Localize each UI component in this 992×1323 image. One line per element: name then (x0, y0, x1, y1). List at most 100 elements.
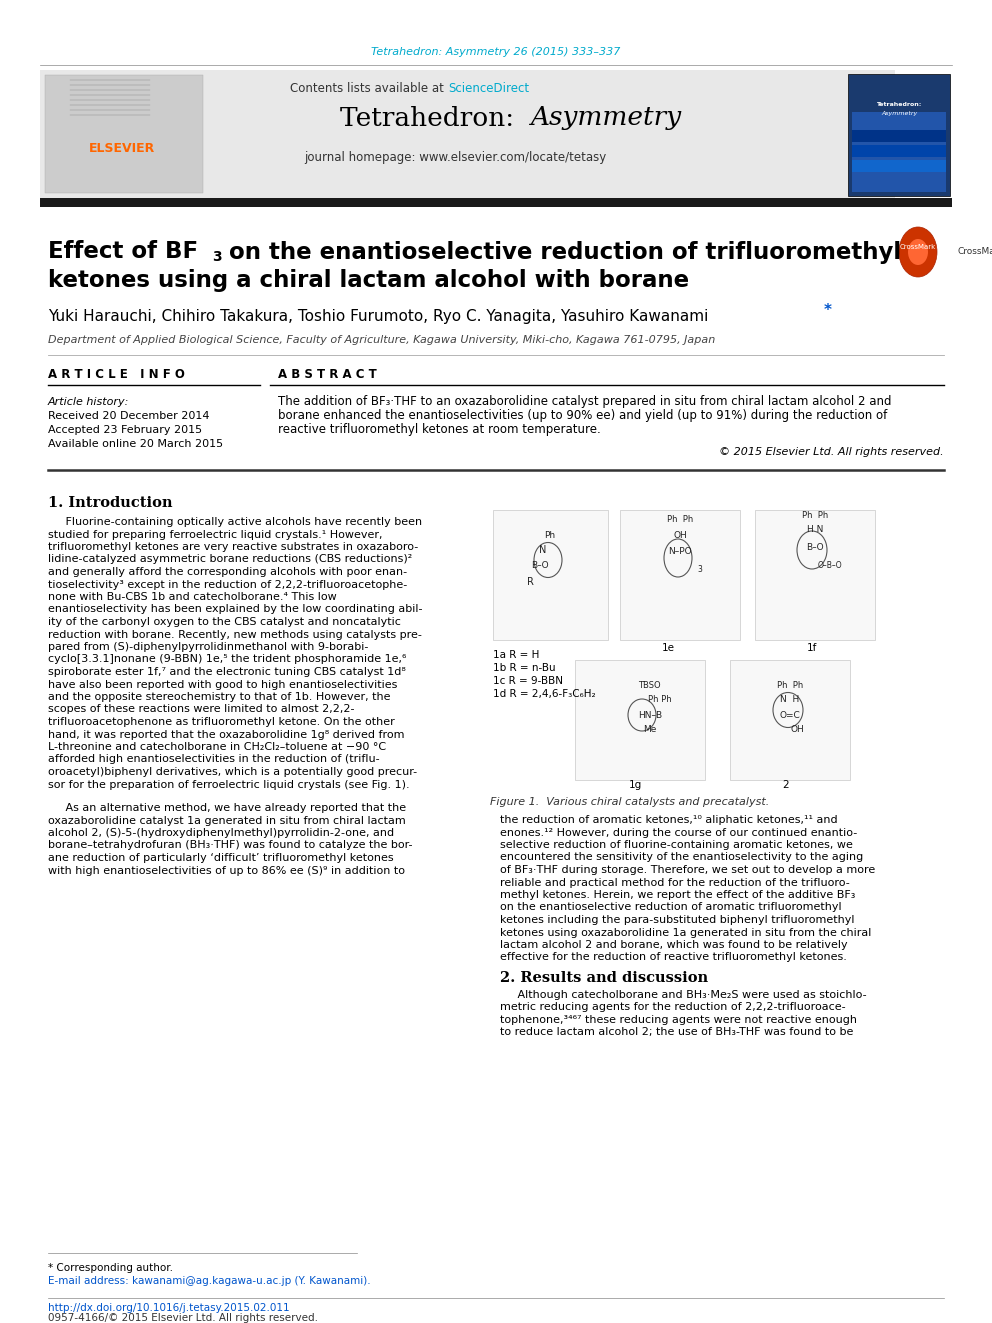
Bar (755, 509, 875, 640)
Text: ity of the carbonyl oxygen to the CBS catalyst and noncatalytic: ity of the carbonyl oxygen to the CBS ca… (48, 617, 401, 627)
Bar (852, 146, 946, 157)
Text: oroacetyl)biphenyl derivatives, which is a potentially good precur-: oroacetyl)biphenyl derivatives, which is… (48, 767, 417, 777)
Text: enones.¹² However, during the course of our continued enantio-: enones.¹² However, during the course of … (500, 827, 857, 837)
Text: 2: 2 (783, 781, 790, 790)
Bar (40, 70, 895, 198)
Text: cyclo[3.3.1]nonane (9-BBN) 1e,⁵ the trident phosphoramide 1e,⁶: cyclo[3.3.1]nonane (9-BBN) 1e,⁵ the trid… (48, 655, 407, 664)
Text: 3: 3 (212, 250, 221, 265)
Bar (493, 509, 608, 640)
Text: B–O: B–O (806, 544, 823, 553)
Text: 1e: 1e (662, 643, 675, 654)
Text: reactive trifluoromethyl ketones at room temperature.: reactive trifluoromethyl ketones at room… (278, 422, 601, 435)
Text: OH: OH (790, 725, 804, 734)
Text: Available online 20 March 2015: Available online 20 March 2015 (48, 439, 223, 448)
Text: Fluorine-containing optically active alcohols have recently been: Fluorine-containing optically active alc… (48, 517, 423, 527)
Text: 2. Results and discussion: 2. Results and discussion (500, 971, 708, 986)
Text: 3: 3 (697, 565, 702, 574)
Text: TBSO: TBSO (638, 680, 661, 689)
Text: © 2015 Elsevier Ltd. All rights reserved.: © 2015 Elsevier Ltd. All rights reserved… (719, 447, 944, 456)
Bar (848, 74, 950, 196)
Text: ketones including the para-substituted biphenyl trifluoromethyl: ketones including the para-substituted b… (500, 916, 854, 925)
Text: L-threonine and catecholborane in CH₂Cl₂–toluene at −90 °C: L-threonine and catecholborane in CH₂Cl₂… (48, 742, 386, 751)
Text: afforded high enantioselectivities in the reduction of (triflu-: afforded high enantioselectivities in th… (48, 754, 380, 765)
Text: CrossMark: CrossMark (900, 243, 936, 250)
Text: sor for the preparation of ferroelectric liquid crystals (see Fig. 1).: sor for the preparation of ferroelectric… (48, 779, 410, 790)
Text: lactam alcohol 2 and borane, which was found to be relatively: lactam alcohol 2 and borane, which was f… (500, 941, 847, 950)
Text: Tetrahedron:: Tetrahedron: (340, 106, 523, 131)
Text: ELSEVIER: ELSEVIER (89, 142, 155, 155)
Bar (852, 112, 946, 192)
Ellipse shape (908, 239, 928, 265)
Text: Me: Me (644, 725, 657, 734)
Text: reliable and practical method for the reduction of the trifluoro-: reliable and practical method for the re… (500, 877, 850, 888)
Text: Article history:: Article history: (48, 397, 129, 407)
Text: OH: OH (674, 531, 686, 540)
Text: journal homepage: www.elsevier.com/locate/tetasy: journal homepage: www.elsevier.com/locat… (304, 152, 606, 164)
Text: 1a R = H: 1a R = H (493, 650, 540, 660)
Text: N  H: N H (781, 696, 800, 705)
Text: with high enantioselectivities of up to 86% ee (S)⁹ in addition to: with high enantioselectivities of up to … (48, 865, 405, 876)
Text: ane reduction of particularly ‘difficult’ trifluoromethyl ketones: ane reduction of particularly ‘difficult… (48, 853, 394, 863)
Text: E-mail address: kawanami@ag.kagawa-u.ac.jp (Y. Kawanami).: E-mail address: kawanami@ag.kagawa-u.ac.… (48, 1275, 371, 1286)
Text: metric reducing agents for the reduction of 2,2,2-trifluoroace-: metric reducing agents for the reduction… (500, 1003, 845, 1012)
Text: Figure 1.  Various chiral catalysts and precatalyst.: Figure 1. Various chiral catalysts and p… (490, 796, 769, 807)
Text: to reduce lactam alcohol 2; the use of BH₃-THF was found to be: to reduce lactam alcohol 2; the use of B… (500, 1028, 853, 1037)
Text: tioselectivity³ except in the reduction of 2,2,2-trifluoroacetophe-: tioselectivity³ except in the reduction … (48, 579, 408, 590)
Text: Tetrahedron:: Tetrahedron: (876, 102, 922, 107)
Text: tophenone,³⁴⁶⁷ these reducing agents were not reactive enough: tophenone,³⁴⁶⁷ these reducing agents wer… (500, 1015, 857, 1025)
Text: on the enantioselective reduction of trifluoromethyl: on the enantioselective reduction of tri… (221, 241, 901, 263)
Text: 1b R = n-Bu: 1b R = n-Bu (493, 663, 556, 673)
Text: http://dx.doi.org/10.1016/j.tetasy.2015.02.011: http://dx.doi.org/10.1016/j.tetasy.2015.… (48, 1303, 290, 1312)
Text: 1g: 1g (628, 781, 642, 790)
Text: have also been reported with good to high enantioselectivities: have also been reported with good to hig… (48, 680, 398, 689)
Text: R: R (527, 577, 534, 587)
Text: Asymmetry: Asymmetry (530, 106, 682, 131)
Text: hand, it was reported that the oxazaborolidine 1g⁸ derived from: hand, it was reported that the oxazaboro… (48, 729, 405, 740)
Text: Asymmetry: Asymmetry (881, 111, 918, 115)
Text: effective for the reduction of reactive trifluoromethyl ketones.: effective for the reduction of reactive … (500, 953, 847, 963)
Text: 0957-4166/© 2015 Elsevier Ltd. All rights reserved.: 0957-4166/© 2015 Elsevier Ltd. All right… (48, 1312, 318, 1323)
Text: *: * (824, 303, 832, 319)
Text: and the opposite stereochemistry to that of 1b. However, the: and the opposite stereochemistry to that… (48, 692, 391, 703)
Text: A B S T R A C T: A B S T R A C T (278, 368, 377, 381)
Text: Ph  Ph: Ph Ph (802, 511, 828, 520)
Text: spiroborate ester 1f,⁷ and the electronic tuning CBS catalyst 1d⁸: spiroborate ester 1f,⁷ and the electroni… (48, 667, 406, 677)
Text: methyl ketones. Herein, we report the effect of the additive BF₃: methyl ketones. Herein, we report the ef… (500, 890, 855, 900)
Bar (730, 660, 850, 781)
Text: Received 20 December 2014: Received 20 December 2014 (48, 411, 209, 421)
Text: B–O: B–O (531, 561, 549, 569)
Text: scopes of these reactions were limited to almost 2,2,2-: scopes of these reactions were limited t… (48, 705, 354, 714)
Text: selective reduction of fluorine-containing aromatic ketones, we: selective reduction of fluorine-containi… (500, 840, 853, 849)
Text: on the enantioselective reduction of aromatic trifluoromethyl: on the enantioselective reduction of aro… (500, 902, 841, 913)
Bar (852, 130, 946, 142)
Text: of BF₃·THF during storage. Therefore, we set out to develop a more: of BF₃·THF during storage. Therefore, we… (500, 865, 875, 875)
Text: H N: H N (806, 525, 823, 534)
Text: As an alternative method, we have already reported that the: As an alternative method, we have alread… (48, 803, 406, 814)
Text: 1. Introduction: 1. Introduction (48, 496, 173, 509)
Text: ketones using oxazaborolidine 1a generated in situ from the chiral: ketones using oxazaborolidine 1a generat… (500, 927, 871, 938)
Text: Contents lists available at: Contents lists available at (291, 82, 448, 94)
Bar (40, 198, 952, 206)
Text: 1f: 1f (806, 643, 817, 654)
Text: CrossMark: CrossMark (957, 247, 992, 257)
Text: Effect of BF: Effect of BF (48, 241, 198, 263)
Text: The addition of BF₃·THF to an oxazaborolidine catalyst prepared in situ from chi: The addition of BF₃·THF to an oxazaborol… (278, 396, 892, 409)
Text: Yuki Harauchi, Chihiro Takakura, Toshio Furumoto, Ryo C. Yanagita, Yasuhiro Kawa: Yuki Harauchi, Chihiro Takakura, Toshio … (48, 308, 708, 324)
Ellipse shape (899, 228, 937, 277)
Text: O–B–O: O–B–O (817, 561, 842, 569)
Text: and generally afford the corresponding alcohols with poor enan-: and generally afford the corresponding a… (48, 568, 407, 577)
Text: none with Bu-CBS 1b and catecholborane.⁴ This low: none with Bu-CBS 1b and catecholborane.⁴… (48, 591, 336, 602)
Text: Accepted 23 February 2015: Accepted 23 February 2015 (48, 425, 202, 435)
Text: Ph Ph: Ph Ph (648, 696, 672, 705)
Text: reduction with borane. Recently, new methods using catalysts pre-: reduction with borane. Recently, new met… (48, 630, 422, 639)
Text: Department of Applied Biological Science, Faculty of Agriculture, Kagawa Univers: Department of Applied Biological Science… (48, 335, 715, 345)
Text: borane enhanced the enantioselectivities (up to 90% ee) and yield (up to 91%) du: borane enhanced the enantioselectivities… (278, 409, 887, 422)
Text: N–PO: N–PO (669, 548, 691, 557)
Text: * Corresponding author.: * Corresponding author. (48, 1263, 173, 1273)
Bar (575, 660, 705, 781)
Text: 1c R = 9-BBN: 1c R = 9-BBN (493, 676, 563, 687)
Text: studied for preparing ferroelectric liquid crystals.¹ However,: studied for preparing ferroelectric liqu… (48, 529, 383, 540)
Text: trifluoromethyl ketones are very reactive substrates in oxazaboro-: trifluoromethyl ketones are very reactiv… (48, 542, 419, 552)
Text: enantioselectivity has been explained by the low coordinating abil-: enantioselectivity has been explained by… (48, 605, 423, 614)
Text: trifluoroacetophenone as trifluoromethyl ketone. On the other: trifluoroacetophenone as trifluoromethyl… (48, 717, 395, 728)
